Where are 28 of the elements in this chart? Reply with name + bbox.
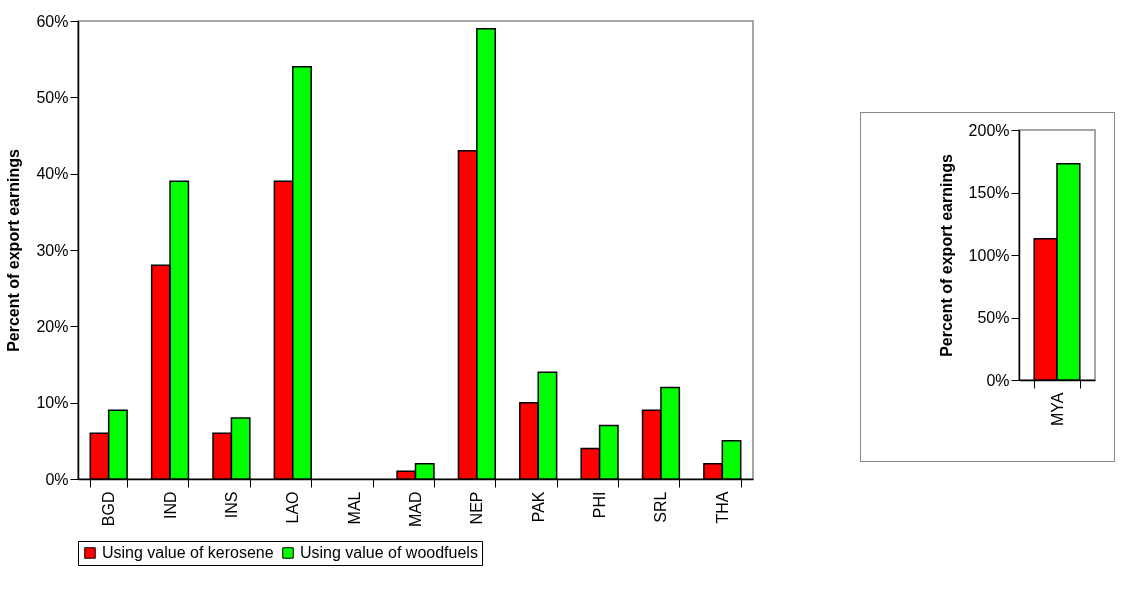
x-tick-label: MYA xyxy=(1048,392,1066,426)
legend-label: Using value of kerosene xyxy=(102,544,274,561)
x-tick-label: INS xyxy=(222,491,240,519)
y-tick-label: 150% xyxy=(968,184,1010,201)
y-tick-label: 60% xyxy=(36,12,69,30)
y-tick-label: 50% xyxy=(977,309,1010,326)
x-tick-label: IND xyxy=(161,491,179,520)
y-tick-label: 30% xyxy=(36,241,69,259)
y-tick-label: 100% xyxy=(968,246,1010,264)
x-tick-label: PAK xyxy=(529,491,547,523)
legend-label: Using value of woodfuels xyxy=(300,544,478,561)
y-tick-label: 10% xyxy=(36,394,69,412)
y-tick-label: 0% xyxy=(986,371,1010,389)
y-tick-label: 20% xyxy=(36,317,69,335)
x-tick-label: BGD xyxy=(100,491,118,527)
x-tick-label: THA xyxy=(713,491,731,524)
y-axis-title: Percent of export earnings xyxy=(5,149,23,352)
x-tick-label: LAO xyxy=(284,491,302,524)
y-tick-label: 50% xyxy=(36,88,69,106)
y-tick-label: 0% xyxy=(45,470,69,488)
x-tick-label: SRL xyxy=(652,491,670,523)
x-tick-label: PHI xyxy=(591,491,609,519)
x-tick-label: NEP xyxy=(468,491,486,525)
y-tick-label: 40% xyxy=(36,165,69,183)
y-tick-label: 200% xyxy=(968,121,1010,139)
x-tick-label: MAL xyxy=(345,491,363,525)
x-tick-label: MAD xyxy=(407,491,424,528)
y-axis-title: Percent of export earnings xyxy=(937,154,955,357)
